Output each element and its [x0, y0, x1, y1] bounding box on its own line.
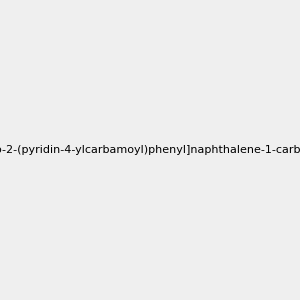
Text: N-[4-iodo-2-(pyridin-4-ylcarbamoyl)phenyl]naphthalene-1-carboxamide: N-[4-iodo-2-(pyridin-4-ylcarbamoyl)pheny… — [0, 145, 300, 155]
